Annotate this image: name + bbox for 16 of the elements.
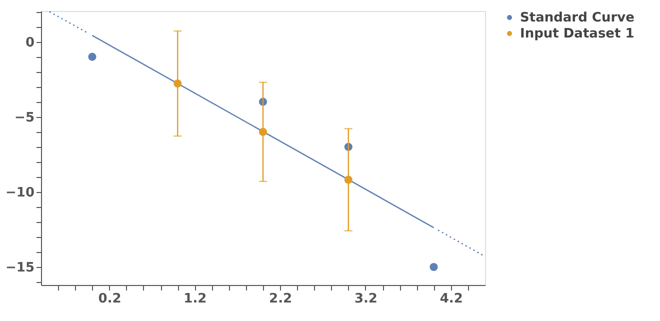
- y-tick-label: −5: [14, 110, 34, 126]
- point: [258, 128, 268, 136]
- point: [174, 79, 182, 88]
- point: [344, 176, 352, 184]
- x-tick-label: 4.2: [440, 292, 463, 306]
- legend-label: Input Dataset 1: [520, 26, 634, 42]
- y-tick-label: −15: [6, 260, 34, 276]
- x-tick-label: 1.2: [184, 292, 207, 306]
- legend-label: Standard Curve: [520, 10, 635, 26]
- y-tick-label: 0: [25, 35, 34, 50]
- x-tick-label: 0.2: [98, 292, 122, 306]
- x-tick-label: 2.2: [269, 292, 292, 306]
- y-tick-label: −10: [6, 185, 34, 200]
- x-tick-label: 3.2: [354, 292, 378, 306]
- point: [88, 52, 96, 61]
- point: [430, 262, 438, 272]
